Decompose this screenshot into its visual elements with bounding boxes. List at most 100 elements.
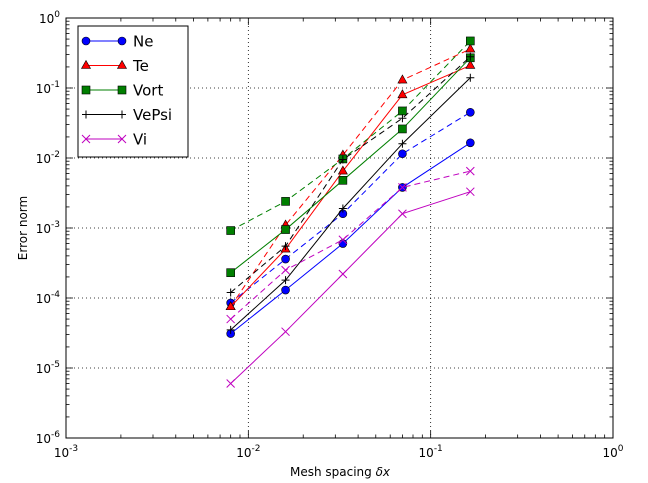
- series-vepsi-dashed-point: [281, 242, 290, 251]
- y-tick-label: 10-3: [36, 220, 60, 236]
- series-vi-dashed-line: [230, 170, 471, 320]
- series-te-solid-point: [397, 89, 408, 99]
- tick-label-exponent: -4: [51, 290, 60, 300]
- y-tick-label: 10-1: [36, 80, 60, 96]
- x-tick-label: 10-2: [236, 444, 260, 460]
- tick-label-base: 10: [36, 222, 51, 236]
- tick-label-base: 10: [602, 446, 617, 460]
- series-vepsi-solid-point: [281, 276, 290, 285]
- tick-labels: 10-3 10-2 10-1 10010-610-510-410-310-210-11…: [36, 10, 624, 460]
- series-vort-solid-point: [398, 124, 407, 134]
- x-tick-label: 100: [602, 444, 623, 460]
- legend-item-vort: Vort: [81, 82, 163, 100]
- series-vi-solid-point: [226, 379, 236, 388]
- tick-label-exponent: -3: [51, 220, 60, 230]
- series-vi-solid-point: [338, 269, 348, 279]
- series-ne-dashed-point: [398, 149, 407, 159]
- series-group: [225, 36, 476, 388]
- y-tick-label: 10-2: [36, 150, 60, 166]
- legend-marker-vi: [81, 134, 91, 144]
- series-vi-solid-point: [398, 209, 407, 219]
- series-vepsi-dashed-point: [398, 114, 407, 123]
- tick-label-base: 10: [36, 152, 51, 166]
- tick-label-exponent: -3: [69, 444, 78, 454]
- tick-label-base: 10: [419, 446, 434, 460]
- series-vort-dashed-point: [281, 197, 290, 206]
- x-axis-label-text: Mesh spacing: [290, 465, 376, 479]
- legend-marker-te: [80, 59, 92, 69]
- series-vort-solid-point: [281, 225, 290, 234]
- series-te-solid-point: [337, 165, 348, 175]
- series-vort-solid-point: [226, 268, 235, 277]
- legend-item-vepsi: VePsi: [82, 106, 172, 124]
- legend-marker-ne: [117, 36, 127, 46]
- tick-label-base: 10: [36, 292, 51, 306]
- legend-label-te: Te: [132, 57, 149, 75]
- series-te-dashed-point: [465, 43, 476, 53]
- y-tick-label: 10-4: [36, 290, 61, 306]
- series-te: [225, 43, 476, 311]
- tick-label-base: 10: [36, 82, 51, 96]
- series-vepsi-dashed-point: [466, 52, 475, 61]
- x-tick-label: 10-1: [419, 444, 443, 460]
- series-vepsi-solid-point: [398, 139, 407, 148]
- tick-label-base: 10: [36, 362, 51, 376]
- series-vi-solid-point: [465, 187, 475, 197]
- legend-frame: [77, 25, 189, 158]
- series-te-dashed-line: [230, 48, 471, 308]
- series-vi-dashed-point: [465, 166, 475, 176]
- series-vi-dashed-point: [226, 314, 236, 324]
- legend-marker-vepsi: [82, 110, 90, 119]
- tick-label-exponent: -1: [51, 80, 60, 90]
- tick-label-exponent: 0: [618, 444, 624, 454]
- legend-marker-ne: [81, 36, 91, 46]
- tick-label-exponent: -5: [51, 360, 60, 370]
- series-vi-dashed-point: [338, 235, 348, 245]
- x-axis-label: Mesh spacing δx: [290, 465, 391, 479]
- series-vepsi-dashed-point: [226, 288, 235, 297]
- legend: Ne Te Vort VePsi Vi: [77, 25, 189, 158]
- legend-label-vepsi: VePsi: [133, 106, 172, 124]
- legend-marker-te: [116, 59, 128, 69]
- series-te-dashed-point: [397, 74, 408, 84]
- legend-marker-vort: [117, 85, 127, 95]
- y-tick-label: 100: [39, 10, 60, 26]
- series-vepsi-solid-point: [338, 204, 347, 213]
- legend-item-ne: Ne: [81, 33, 153, 51]
- tick-label-base: 10: [54, 446, 69, 460]
- series-te-solid-point: [465, 59, 476, 69]
- series-ne-solid-point: [466, 138, 475, 148]
- series-ne-dashed-point: [281, 254, 290, 264]
- series-vi-dashed-point: [281, 265, 290, 275]
- series-vi: [226, 166, 475, 388]
- legend-marker-vi: [117, 134, 127, 144]
- legend-label-vi: Vi: [133, 131, 147, 149]
- y-axis-label: Error norm: [16, 196, 30, 260]
- legend-item-vi: Vi: [81, 131, 147, 149]
- tick-label-base: 10: [236, 446, 251, 460]
- legend-item-te: Te: [80, 57, 149, 75]
- legend-marker-vepsi: [118, 110, 126, 119]
- series-vort-dashed-point: [226, 226, 235, 235]
- series-ne-dashed-point: [466, 107, 475, 117]
- tick-label-exponent: 0: [54, 10, 60, 20]
- series-vi-solid-point: [281, 327, 290, 337]
- series-te-solid-point: [225, 301, 236, 311]
- x-axis-label-symbol: δx: [376, 465, 391, 479]
- series-vepsi-dashed-point: [338, 155, 347, 164]
- tick-label-exponent: -6: [51, 430, 60, 440]
- legend-label-ne: Ne: [133, 33, 153, 51]
- y-tick-label: 10-5: [36, 360, 60, 376]
- tick-label-exponent: -1: [434, 444, 443, 454]
- y-tick-label: 10-6: [36, 430, 61, 446]
- series-vepsi-solid-point: [226, 325, 235, 334]
- tick-label-base: 10: [39, 12, 54, 26]
- series-vi-dashed-point: [398, 183, 407, 192]
- ticks: [65, 17, 614, 439]
- tick-label-exponent: -2: [51, 150, 60, 160]
- legend-label-vort: Vort: [133, 82, 163, 100]
- series-vepsi-solid-point: [466, 73, 475, 82]
- legend-marker-vort: [81, 85, 91, 95]
- series-vort-dashed-point: [466, 36, 475, 46]
